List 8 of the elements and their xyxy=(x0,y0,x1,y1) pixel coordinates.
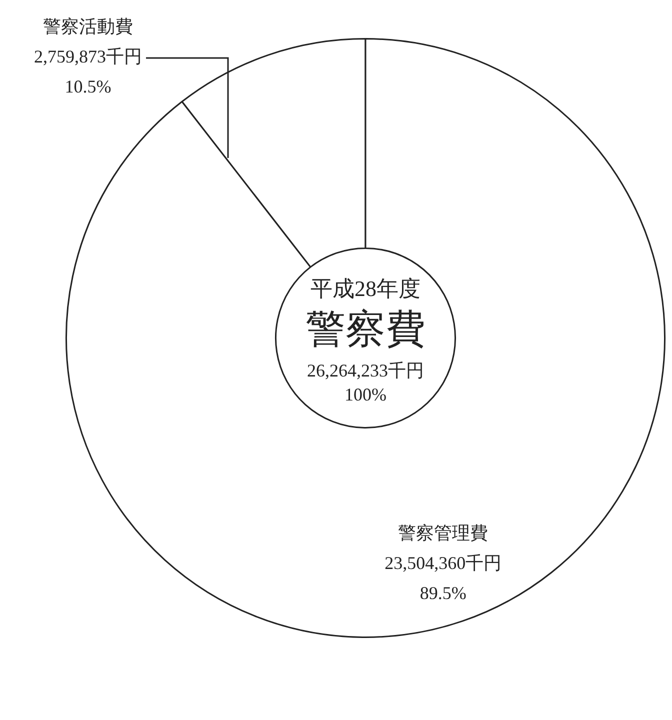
data-label: 23,504,360千円 89.5% xyxy=(384,553,502,604)
data-label: 2,759,873千円 10.5% xyxy=(34,46,142,97)
text: 26,264,233千円 xyxy=(307,360,424,381)
slice-label: 警察活動費 xyxy=(43,16,133,37)
slice-label: 警察管理費 xyxy=(398,523,488,544)
text: 平成28年度 xyxy=(310,276,420,301)
text: 100% xyxy=(344,384,386,405)
text: 警察費 xyxy=(306,306,426,352)
